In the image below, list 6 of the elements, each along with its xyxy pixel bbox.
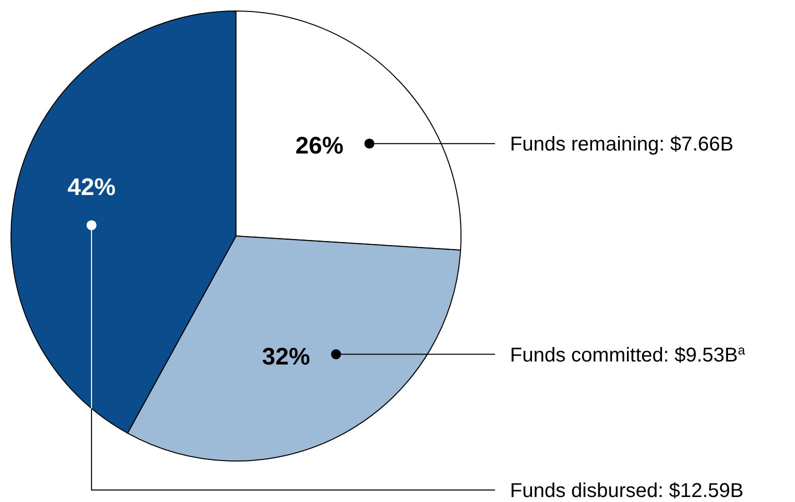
data-label: 42%: [68, 174, 116, 202]
slice-label: Funds disbursed: $12.59B: [510, 480, 744, 502]
data-label: 26%: [295, 132, 344, 160]
data-label: 32%: [262, 343, 310, 370]
slice-label: Funds committed: $9.53B$^{a}$: [510, 342, 746, 366]
slice-label: Funds remaining: $7.66B: [510, 134, 734, 156]
